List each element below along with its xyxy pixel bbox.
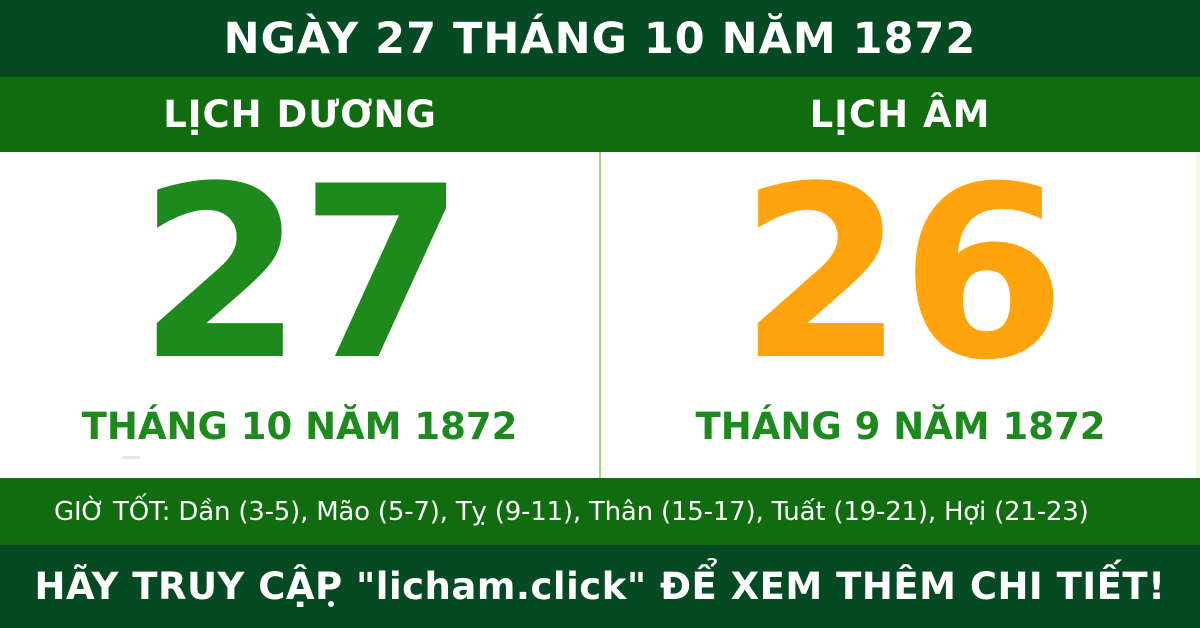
good-hours-bar: GIỜ TỐT: Dần (3-5), Mão (5-7), Tỵ (9-11)… — [0, 478, 1200, 545]
lunar-day-number: 26 — [738, 136, 1066, 413]
calendar-cards: 27 THÁNG 10 NĂM 1872 26 THÁNG 9 NĂM 1872 — [0, 152, 1200, 478]
good-hours-text: GIỜ TỐT: Dần (3-5), Mão (5-7), Tỵ (9-11)… — [54, 496, 1089, 527]
footer-call-to-action: HÃY TRUY CẬP "licham.click" ĐỂ XEM THÊM … — [34, 565, 1166, 608]
solar-calendar-header: LỊCH DƯƠNG — [163, 93, 437, 136]
solar-calendar-card: 27 THÁNG 10 NĂM 1872 — [0, 152, 599, 478]
solar-month-year: THÁNG 10 NĂM 1872 — [81, 404, 518, 448]
image-dot-artifact — [328, 601, 334, 607]
lunar-month-year: THÁNG 9 NĂM 1872 — [695, 404, 1106, 448]
lunar-calendar-card: 26 THÁNG 9 NĂM 1872 — [601, 152, 1200, 478]
lunar-calendar-header: LỊCH ÂM — [809, 93, 991, 136]
page-title: NGÀY 27 THÁNG 10 NĂM 1872 — [223, 13, 977, 64]
image-smudge-artifact — [122, 456, 140, 459]
vertical-divider — [599, 152, 601, 478]
solar-day-number: 27 — [137, 136, 465, 413]
footer-banner: HÃY TRUY CẬP "licham.click" ĐỂ XEM THÊM … — [0, 545, 1200, 628]
column-headers: LỊCH DƯƠNG LỊCH ÂM — [0, 77, 1200, 152]
header-banner: NGÀY 27 THÁNG 10 NĂM 1872 — [0, 0, 1200, 77]
